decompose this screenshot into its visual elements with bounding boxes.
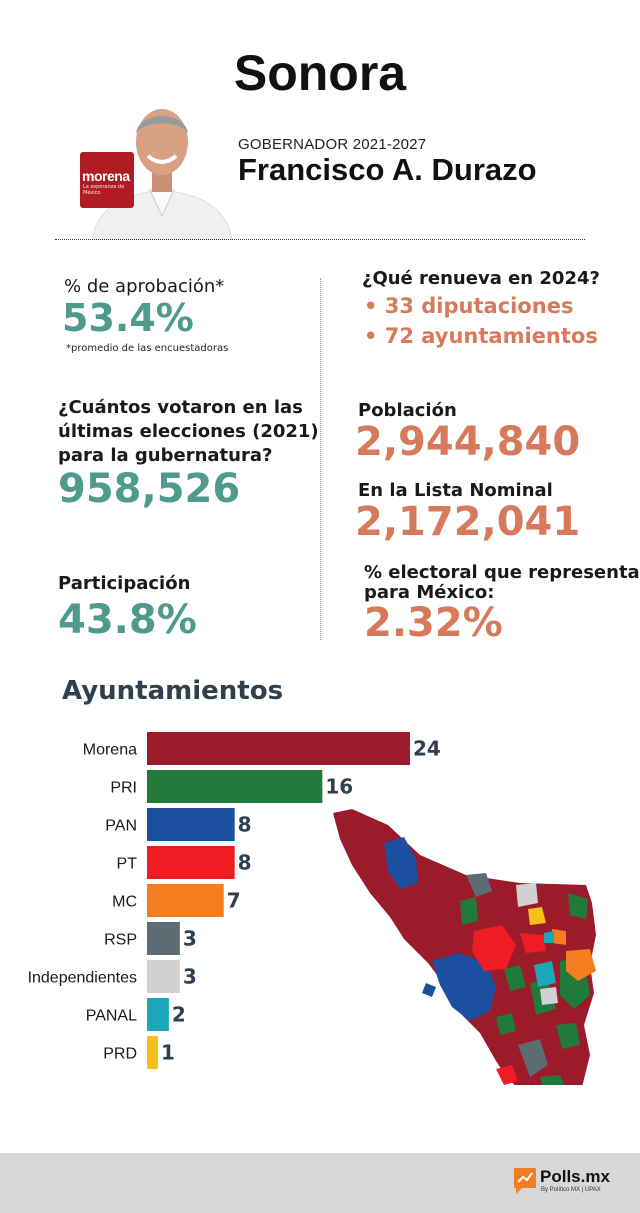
nominal-label: En la Lista Nominal [358,480,553,501]
value-label-mc: 7 [227,889,241,913]
population-value: 2,944,840 [355,419,581,465]
population-label: Población [358,400,457,421]
map-region-pt [472,925,516,971]
bar-pt [147,846,235,879]
category-label-morena: Morena [83,742,137,759]
value-label-pan: 8 [238,813,252,837]
value-label-rsp: 3 [183,927,197,951]
value-label-panal: 2 [172,1003,186,1027]
brand-name: Polls.mx [540,1167,610,1186]
map-region-morena [333,809,596,1085]
category-label-pt: PT [117,856,138,873]
map-region-rsp [466,873,492,897]
state-title: Sonora [233,45,407,101]
map-region-pri [504,965,526,991]
participation-label: Participación [58,573,191,594]
brand-subtitle: By Político MX | UPAX [541,1187,601,1193]
morena-logo: morena La esperanza de México [80,152,134,208]
map-region-panal [534,961,556,987]
ayuntamientos-chart: Morena 24 PRI 16 PAN 8 PT 8 MC 7 RSP 3 Independiente… [28,732,596,1085]
category-label-pan: PAN [105,818,137,835]
map-region-independientes [540,987,558,1005]
votes-label-line: para la gubernatura? [58,445,273,466]
bar-rsp [147,922,180,955]
bar-panal [147,998,169,1031]
approval-note: *promedio de las encuestadoras [66,343,229,354]
electoral-label-line: % electoral que representa [364,562,640,583]
logo-subtext: La esperanza de México [83,184,125,196]
bar-prd [147,1036,158,1069]
governor-name: Francisco A. Durazo [238,152,537,187]
bar-independientes [147,960,180,993]
map-region-independientes [516,883,538,907]
value-label-pt: 8 [238,851,252,875]
category-label-independientes: Independientes [28,970,137,987]
value-label-pri: 16 [325,775,353,799]
map-region-pri [460,897,478,925]
votes-label-line: últimas elecciones (2021) [58,421,319,442]
renueva-item: • 72 ayuntamientos [364,324,598,348]
nominal-value: 2,172,041 [355,499,581,545]
bar-mc [147,884,224,917]
approval-label: % de aprobación* [64,276,225,297]
value-label-prd: 1 [161,1041,175,1065]
bar-pan [147,808,235,841]
map-region-pt [520,933,546,953]
chart-title: Ayuntamientos [62,676,284,706]
bars-group: Morena 24 PRI 16 PAN 8 PT 8 MC 7 RSP 3 Independiente… [28,732,441,1069]
polls-logo-icon [514,1168,536,1194]
category-label-pri: PRI [110,780,137,797]
category-label-mc: MC [112,894,137,911]
participation-value: 43.8% [58,597,197,643]
map-region-pt [496,1065,518,1085]
map-region-mc [566,949,596,981]
map-region-prd [528,907,546,925]
category-label-prd: PRD [103,1046,137,1063]
renueva-label: ¿Qué renueva en 2024? [362,268,600,289]
map-region-pri [496,1013,516,1035]
logo-text: morena [82,168,130,184]
bar-pri [147,770,323,803]
map-region-pri [568,893,588,919]
sonora-map [333,809,596,1085]
map-region-rsp [518,1039,548,1077]
column-divider [320,278,321,640]
bar-morena [147,732,410,765]
electoral-value: 2.32% [364,600,503,646]
header-divider [55,239,585,240]
category-label-rsp: RSP [104,932,137,949]
renueva-item: • 33 diputaciones [364,294,574,318]
map-region-pan [384,837,418,889]
governor-label: GOBERNADOR 2021-2027 [238,136,427,153]
map-region-pan [432,953,496,1021]
map-region-panal [544,931,554,943]
value-label-morena: 24 [413,737,441,761]
approval-value: 53.4% [62,296,194,340]
map-region-pri [540,1075,565,1085]
map-region-pan [422,983,436,997]
category-label-panal: PANAL [86,1008,137,1025]
votes-label-line: ¿Cuántos votaron en las [58,397,303,418]
map-region-mc [552,929,566,945]
electoral-label-line: para México: [364,582,495,603]
map-region-pri [556,1023,580,1049]
value-label-independientes: 3 [183,965,197,989]
votes-value: 958,526 [58,466,241,512]
